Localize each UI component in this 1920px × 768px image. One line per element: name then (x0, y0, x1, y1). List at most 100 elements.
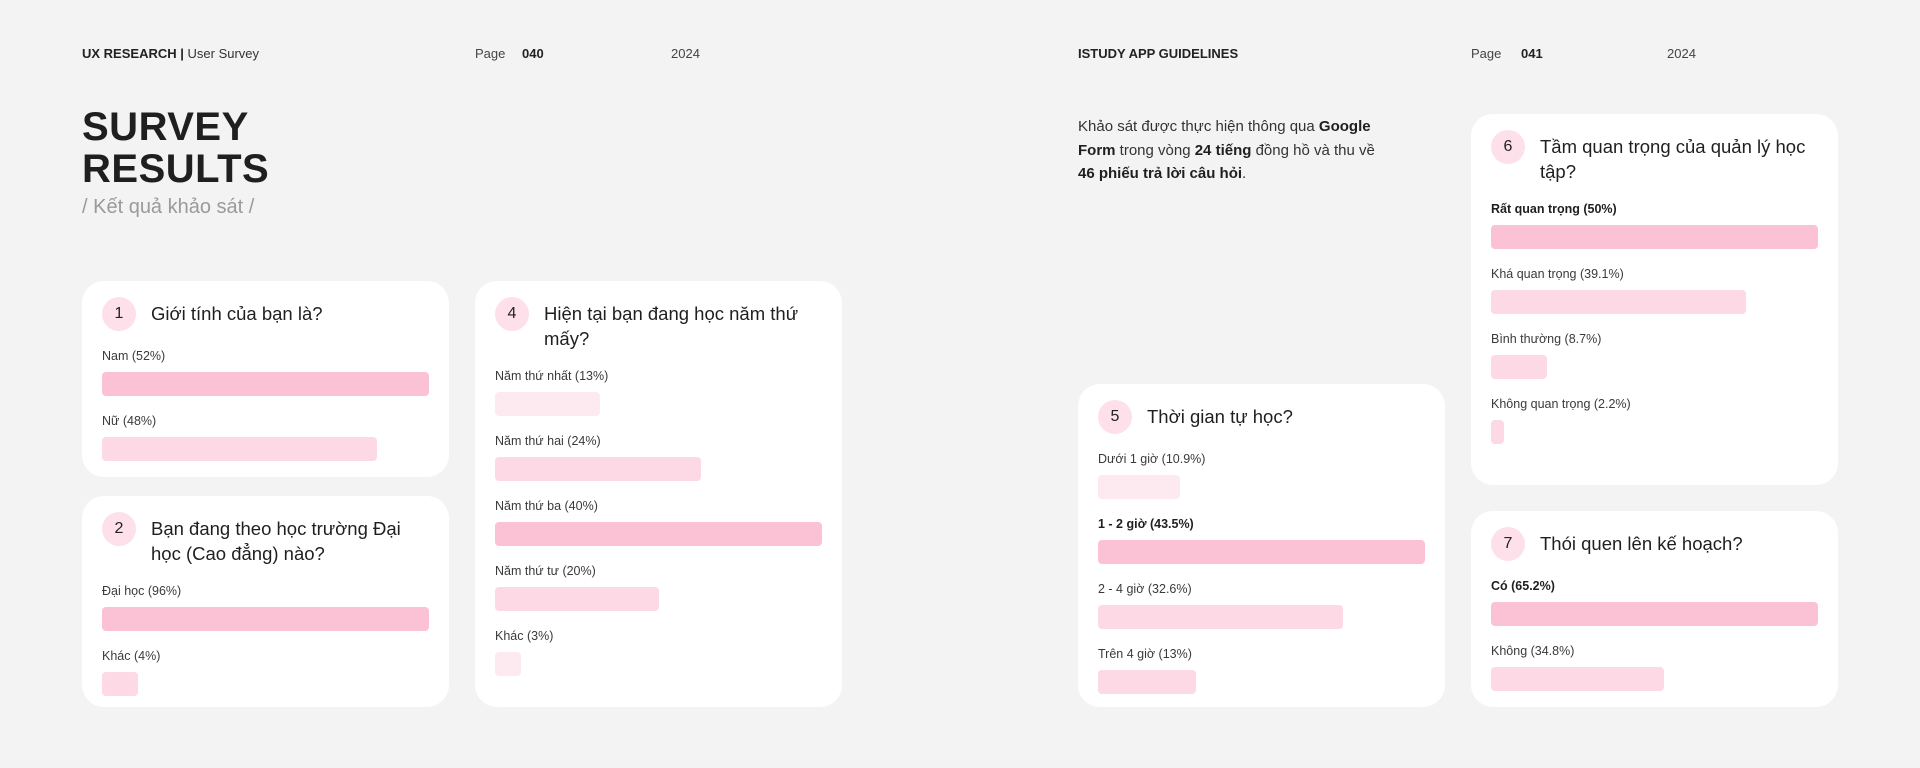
answer-bar (495, 522, 822, 546)
answer-bar-track (495, 522, 822, 546)
question-number: 6 (1491, 130, 1525, 164)
answer-bar (1098, 605, 1344, 629)
question-card: 5 Thời gian tự học? Dưới 1 giờ (10.9%) 1 - … (1078, 384, 1445, 707)
question-header: 5 Thời gian tự học? (1098, 400, 1425, 434)
answer-option: 2 - 4 giờ (32.6%) (1098, 581, 1425, 629)
answer-bar-track (1491, 420, 1818, 444)
answer-label: Dưới 1 giờ (10.9%) (1098, 452, 1206, 466)
answer-label: Năm thứ tư (20%) (495, 564, 596, 578)
left-header-section: UX RESEARCH | User Survey (82, 46, 259, 61)
answer-bar (1491, 290, 1747, 314)
question-card: 7 Thói quen lên kế hoạch? Có (65.2%) Không … (1471, 511, 1838, 707)
header-separator: | (180, 46, 184, 61)
answer-label: Khác (4%) (102, 649, 161, 663)
answer-option: Trên 4 giờ (13%) (1098, 646, 1425, 694)
intro-text-2: trong vòng (1115, 141, 1195, 159)
answer-bar (1098, 540, 1425, 564)
answer-bar (1098, 670, 1197, 694)
answer-bar (1491, 420, 1505, 444)
answer-bar (495, 587, 659, 611)
left-page-label: Page (475, 46, 506, 61)
answer-label: Năm thứ nhất (13%) (495, 369, 609, 383)
answer-option: Năm thứ nhất (13%) (495, 368, 822, 416)
answer-bar-track (495, 392, 822, 416)
answer-option: 1 - 2 giờ (43.5%) (1098, 516, 1425, 564)
question-number: 1 (102, 297, 136, 331)
page-title-line-2: RESULTS (82, 147, 270, 191)
answer-bar (102, 372, 429, 396)
answer-option: Bình thường (8.7%) (1491, 331, 1818, 379)
answer-option: Dưới 1 giờ (10.9%) (1098, 451, 1425, 499)
answer-bar-track (1491, 355, 1818, 379)
answer-label: Bình thường (8.7%) (1491, 332, 1602, 346)
answer-bar-track (495, 652, 822, 676)
answer-bar (102, 607, 429, 631)
question-header: 2 Bạn đang theo học trường Đại học (Cao đ… (102, 512, 429, 566)
right-header-section: ISTUDY APP GUIDELINES (1078, 46, 1239, 61)
answer-bar (102, 672, 138, 696)
answer-label: Năm thứ hai (24%) (495, 434, 601, 448)
answer-bar (1098, 475, 1180, 499)
answer-bar-track (495, 457, 822, 481)
question-card: 1 Giới tính của bạn là? Nam (52%) Nữ (48%) (82, 281, 449, 477)
answer-bar-track (1098, 605, 1425, 629)
answer-bar-track (1491, 667, 1818, 691)
question-number: 5 (1098, 400, 1132, 434)
answer-bar-track (1098, 540, 1425, 564)
page-title: SURVEY RESULTS (82, 106, 269, 190)
page-subtitle: / Kết quả khảo sát / (82, 196, 255, 218)
answer-bar-track (1491, 602, 1818, 626)
question-card: 2 Bạn đang theo học trường Đại học (Cao đ… (82, 496, 449, 707)
intro-bold-2: 24 tiếng (1194, 141, 1252, 159)
answer-bar-track (495, 587, 822, 611)
answer-label: Trên 4 giờ (13%) (1098, 647, 1192, 661)
question-text: Bạn đang theo học trường Đại học (Cao đẳ… (151, 518, 401, 564)
answer-bar-track (1491, 225, 1818, 249)
answer-option: Khác (3%) (495, 628, 822, 676)
question-number: 2 (102, 512, 136, 546)
answer-label: Có (65.2%) (1491, 579, 1555, 593)
answer-bar (1491, 602, 1818, 626)
answer-label: Rất quan trọng (50%) (1491, 202, 1617, 216)
answer-label: Không quan trọng (2.2%) (1491, 397, 1631, 411)
right-year: 2024 (1667, 46, 1696, 61)
answer-label: Đại học (96%) (102, 584, 182, 598)
question-header: 4 Hiện tại bạn đang học năm thứ mấy? (495, 297, 822, 351)
answer-bar-track (1098, 475, 1425, 499)
question-text: Hiện tại bạn đang học năm thứ mấy? (544, 303, 799, 349)
intro-text-4: . (1242, 165, 1247, 182)
answer-label: Nam (52%) (102, 349, 166, 363)
question-header: 7 Thói quen lên kế hoạch? (1491, 527, 1818, 561)
right-page-number: 041 (1521, 46, 1543, 61)
right-page-label: Page (1471, 46, 1502, 61)
question-text: Thói quen lên kế hoạch? (1540, 533, 1743, 554)
answer-bar (495, 457, 701, 481)
answer-bar-track (102, 372, 429, 396)
answer-option: Nam (52%) (102, 348, 429, 396)
answer-label: Khá quan trọng (39.1%) (1491, 267, 1624, 281)
question-card: 4 Hiện tại bạn đang học năm thứ mấy? Năm t… (475, 281, 842, 707)
answer-label: 2 - 4 giờ (32.6%) (1098, 582, 1192, 596)
answer-bar-track (102, 607, 429, 631)
answer-label: Nữ (48%) (102, 414, 157, 428)
intro-text-1: Khảo sát được thực hiện thông qua (1078, 118, 1319, 135)
question-number: 7 (1491, 527, 1525, 561)
answer-option: Khác (4%) (102, 648, 429, 696)
question-header: 6 Tầm quan trọng của quản lý học tập? (1491, 130, 1818, 184)
intro-bold-3: 46 phiếu trả lời câu hỏi (1078, 165, 1243, 182)
left-year: 2024 (671, 46, 700, 61)
answer-bar (1491, 225, 1818, 249)
survey-intro: Khảo sát được thực hiện thông qua Google… (1078, 115, 1378, 186)
answer-label: Khác (3%) (495, 629, 554, 643)
answer-option: Có (65.2%) (1491, 578, 1818, 626)
answer-label: 1 - 2 giờ (43.5%) (1098, 517, 1194, 531)
question-text: Giới tính của bạn là? (151, 303, 323, 324)
answer-bar-track (102, 672, 429, 696)
answer-option: Nữ (48%) (102, 413, 429, 461)
answer-bar-track (1491, 290, 1818, 314)
intro-bold-1: Google Form (1078, 118, 1371, 159)
question-text: Thời gian tự học? (1147, 406, 1293, 427)
answer-bar (495, 652, 522, 676)
answer-bar (1491, 667, 1665, 691)
answer-option: Năm thứ tư (20%) (495, 563, 822, 611)
